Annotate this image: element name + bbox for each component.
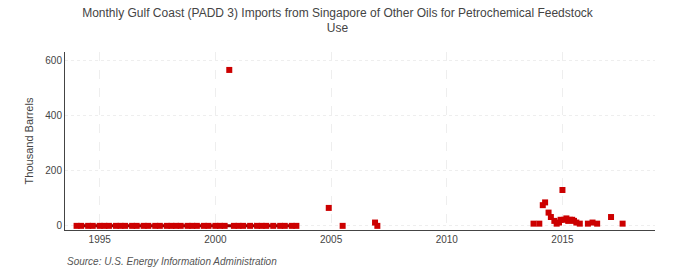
svg-text:2000: 2000 bbox=[204, 234, 227, 245]
svg-text:600: 600 bbox=[45, 55, 62, 66]
svg-text:Thousand Barrels: Thousand Barrels bbox=[23, 97, 35, 184]
svg-text:400: 400 bbox=[45, 110, 62, 121]
svg-text:Monthly Gulf Coast (PADD 3) Im: Monthly Gulf Coast (PADD 3) Imports from… bbox=[82, 6, 594, 36]
svg-text:1995: 1995 bbox=[89, 234, 112, 245]
svg-text:0: 0 bbox=[56, 220, 62, 231]
svg-text:2005: 2005 bbox=[320, 234, 343, 245]
svg-text:2010: 2010 bbox=[436, 234, 459, 245]
svg-text:Source: U.S. Energy Informatio: Source: U.S. Energy Information Administ… bbox=[67, 256, 277, 267]
svg-text:200: 200 bbox=[45, 165, 62, 176]
svg-text:2015: 2015 bbox=[551, 234, 574, 245]
